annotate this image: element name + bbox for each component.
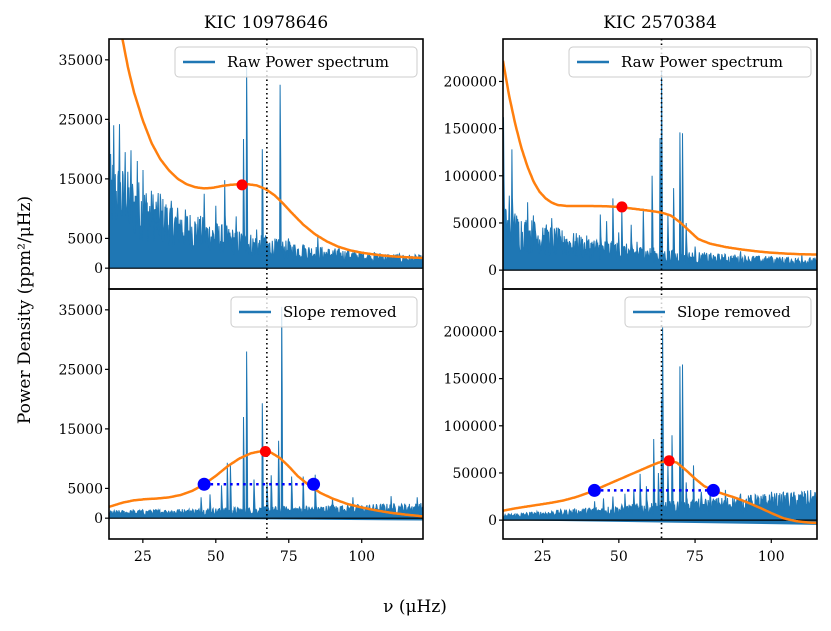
fwhm-point — [307, 477, 321, 491]
legend-box — [230, 296, 418, 328]
fwhm-point — [706, 483, 720, 497]
numax-point — [259, 446, 271, 457]
legend-label: Slope removed — [677, 303, 791, 321]
panel-raw: 0 50000 100000 150000 200000 Raw Power spectr… — [444, 38, 818, 290]
fwhm-point — [587, 483, 601, 497]
y-tick-label: 150000 — [444, 372, 497, 388]
y-tick-label: 25000 — [58, 112, 103, 128]
legend-box — [624, 296, 812, 328]
x-tick-label: 25 — [134, 549, 152, 565]
plot-area — [109, 289, 423, 539]
panel-raw: 0 5000 15000 25000 35000 Raw Power spectrum — [58, 38, 424, 290]
subplot-title: KIC 2570384 — [603, 13, 717, 33]
x-tick-label: 75 — [686, 549, 704, 565]
y-tick-label: 200000 — [444, 324, 497, 340]
x-tick-label: 100 — [758, 549, 785, 565]
legend-label: Slope removed — [283, 303, 397, 321]
legend: Raw Power spectrum — [174, 46, 418, 78]
y-tick-label: 15000 — [58, 422, 103, 438]
y-tick-label: 0 — [488, 513, 497, 529]
x-axis-label: ν (μHz) — [383, 597, 447, 617]
y-tick-label: 35000 — [58, 303, 103, 319]
axes-frame — [108, 288, 424, 540]
numax-point — [236, 179, 248, 191]
column-1: KIC 2570384 0 50000 100000 150000 200000 Raw P… — [444, 13, 818, 565]
panel-slope-removed: 0 50000 100000 150000 200000 25 50 75 100 Slope r… — [444, 288, 818, 565]
power-spectrum-series — [503, 71, 817, 271]
y-tick-label: 0 — [94, 511, 103, 527]
y-axis-label: Power Density (ppm²/μHz) — [15, 196, 35, 424]
legend-box — [174, 46, 418, 78]
legend: Slope removed — [624, 296, 812, 328]
y-tick-label: 25000 — [58, 362, 103, 378]
y-tick-label: 0 — [488, 263, 497, 279]
fit-curve — [503, 459, 817, 525]
legend: Slope removed — [230, 296, 418, 328]
subplot-title: KIC 10978646 — [204, 13, 328, 33]
plot-area — [503, 289, 817, 539]
y-tick-label: 15000 — [58, 172, 103, 188]
plot-area — [503, 39, 817, 289]
plot-area — [109, 39, 423, 289]
legend-label: Raw Power spectrum — [227, 53, 389, 71]
column-0: KIC 10978646 0 5000 15000 25000 35000 Raw Powe… — [58, 13, 424, 565]
y-tick-label: 5000 — [67, 231, 103, 247]
y-tick-label: 150000 — [444, 122, 497, 138]
numax-point — [663, 455, 675, 467]
x-tick-label: 50 — [610, 549, 628, 565]
y-tick-label: 0 — [94, 261, 103, 277]
x-tick-label: 25 — [534, 549, 552, 565]
y-tick-label: 5000 — [67, 481, 103, 497]
y-tick-label: 50000 — [452, 216, 497, 232]
legend: Raw Power spectrum — [568, 46, 812, 78]
legend-box — [568, 46, 812, 78]
numax-point — [616, 201, 628, 213]
power-spectrum-series — [109, 65, 423, 269]
power-spectrum-series — [109, 306, 423, 519]
x-tick-label: 50 — [207, 549, 225, 565]
fwhm-point — [197, 477, 211, 491]
x-tick-label: 100 — [348, 549, 375, 565]
y-tick-label: 100000 — [444, 169, 497, 185]
x-tick-label: 75 — [280, 549, 298, 565]
y-tick-label: 35000 — [58, 53, 103, 69]
fit-curve — [503, 60, 817, 256]
y-tick-label: 200000 — [444, 74, 497, 90]
axes-frame — [502, 288, 818, 540]
spectrum-negative-region — [503, 520, 817, 525]
power-spectrum-series — [503, 326, 817, 521]
fit-curve — [121, 39, 423, 260]
legend-label: Raw Power spectrum — [621, 53, 783, 71]
y-tick-label: 50000 — [452, 466, 497, 482]
panel-slope-removed: 0 5000 15000 25000 35000 25 50 75 100 Slope remov… — [58, 288, 424, 565]
y-tick-label: 100000 — [444, 419, 497, 435]
